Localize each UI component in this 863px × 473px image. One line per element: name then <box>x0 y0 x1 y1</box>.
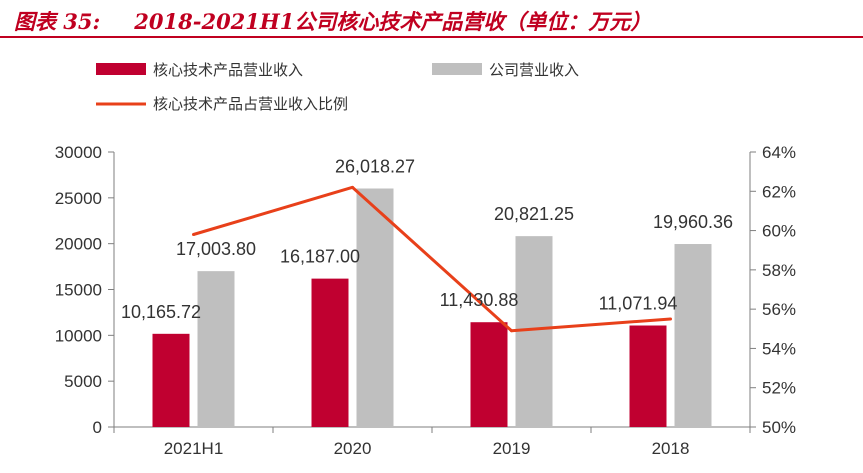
figure-title: 图表 35: 2018-2021H1公司核心技术产品营收（单位：万元） <box>14 6 651 36</box>
y-left-tick-label: 0 <box>93 418 102 437</box>
y-right-tick-label: 60% <box>762 222 796 241</box>
y-right-tick-label: 64% <box>762 143 796 162</box>
figure-title-text: 2018-2021H1公司核心技术产品营收（单位：万元） <box>134 9 652 34</box>
ratio-point <box>669 317 672 321</box>
x-tick-label: 2021H1 <box>164 439 224 458</box>
y-left-tick-label: 25000 <box>55 189 102 208</box>
figure-label: 图表 35: <box>14 9 101 34</box>
bar-total <box>356 188 394 427</box>
bar-total <box>515 236 553 427</box>
y-left-tick-label: 20000 <box>55 235 102 254</box>
legend-swatch-core <box>96 63 146 75</box>
y-right-tick-label: 54% <box>762 339 796 358</box>
x-tick-label: 2020 <box>334 439 372 458</box>
legend-label-total: 公司营业收入 <box>489 61 579 79</box>
y-left-tick-label: 10000 <box>55 326 102 345</box>
bar-label-total: 19,960.36 <box>653 212 733 232</box>
y-right-tick-label: 62% <box>762 182 796 201</box>
bar-core <box>311 278 349 427</box>
y-right-tick-label: 56% <box>762 300 796 319</box>
ratio-point <box>192 233 195 236</box>
legend: 核心技术产品营业收入 公司营业收入 核心技术产品占营业收入比例 <box>96 61 579 113</box>
bars <box>152 188 712 427</box>
bar-label-core: 11,430.88 <box>440 290 519 310</box>
bar-label-core: 10,165.72 <box>121 302 201 322</box>
ratio-point <box>510 329 513 333</box>
bar-label-total: 26,018.27 <box>335 156 415 176</box>
ratio-point <box>351 185 354 189</box>
bar-total <box>197 271 235 427</box>
y-right-tick-label: 58% <box>762 261 796 280</box>
bar-label-total: 17,003.80 <box>176 239 256 259</box>
legend-label-ratio: 核心技术产品占营业收入比例 <box>153 95 348 113</box>
ratio-line-path <box>193 185 671 333</box>
bar-core <box>629 325 667 427</box>
bar-core <box>470 322 508 427</box>
data-labels: 10,165.72 17,003.80 16,187.00 26,018.27 11,4… <box>121 156 733 321</box>
bar-core <box>152 333 190 427</box>
y-left-tick-label: 5000 <box>64 372 102 391</box>
legend-swatch-total <box>432 63 482 75</box>
y-right-tick-label: 50% <box>762 418 796 437</box>
x-tick-label: 2018 <box>652 439 690 458</box>
y-left-tick-label: 30000 <box>55 143 102 162</box>
bar-label-total: 20,821.25 <box>494 204 574 224</box>
y-left-tick-label: 15000 <box>55 281 102 300</box>
legend-label-core: 核心技术产品营业收入 <box>153 61 303 79</box>
y-right-tick-label: 52% <box>762 379 796 398</box>
bar-label-core: 16,187.00 <box>280 247 360 267</box>
bar-total <box>674 244 712 427</box>
title-rule <box>0 36 863 38</box>
x-tick-label: 2019 <box>493 439 531 458</box>
bar-label-core: 11,071.94 <box>599 294 678 314</box>
ratio-line <box>192 185 672 333</box>
